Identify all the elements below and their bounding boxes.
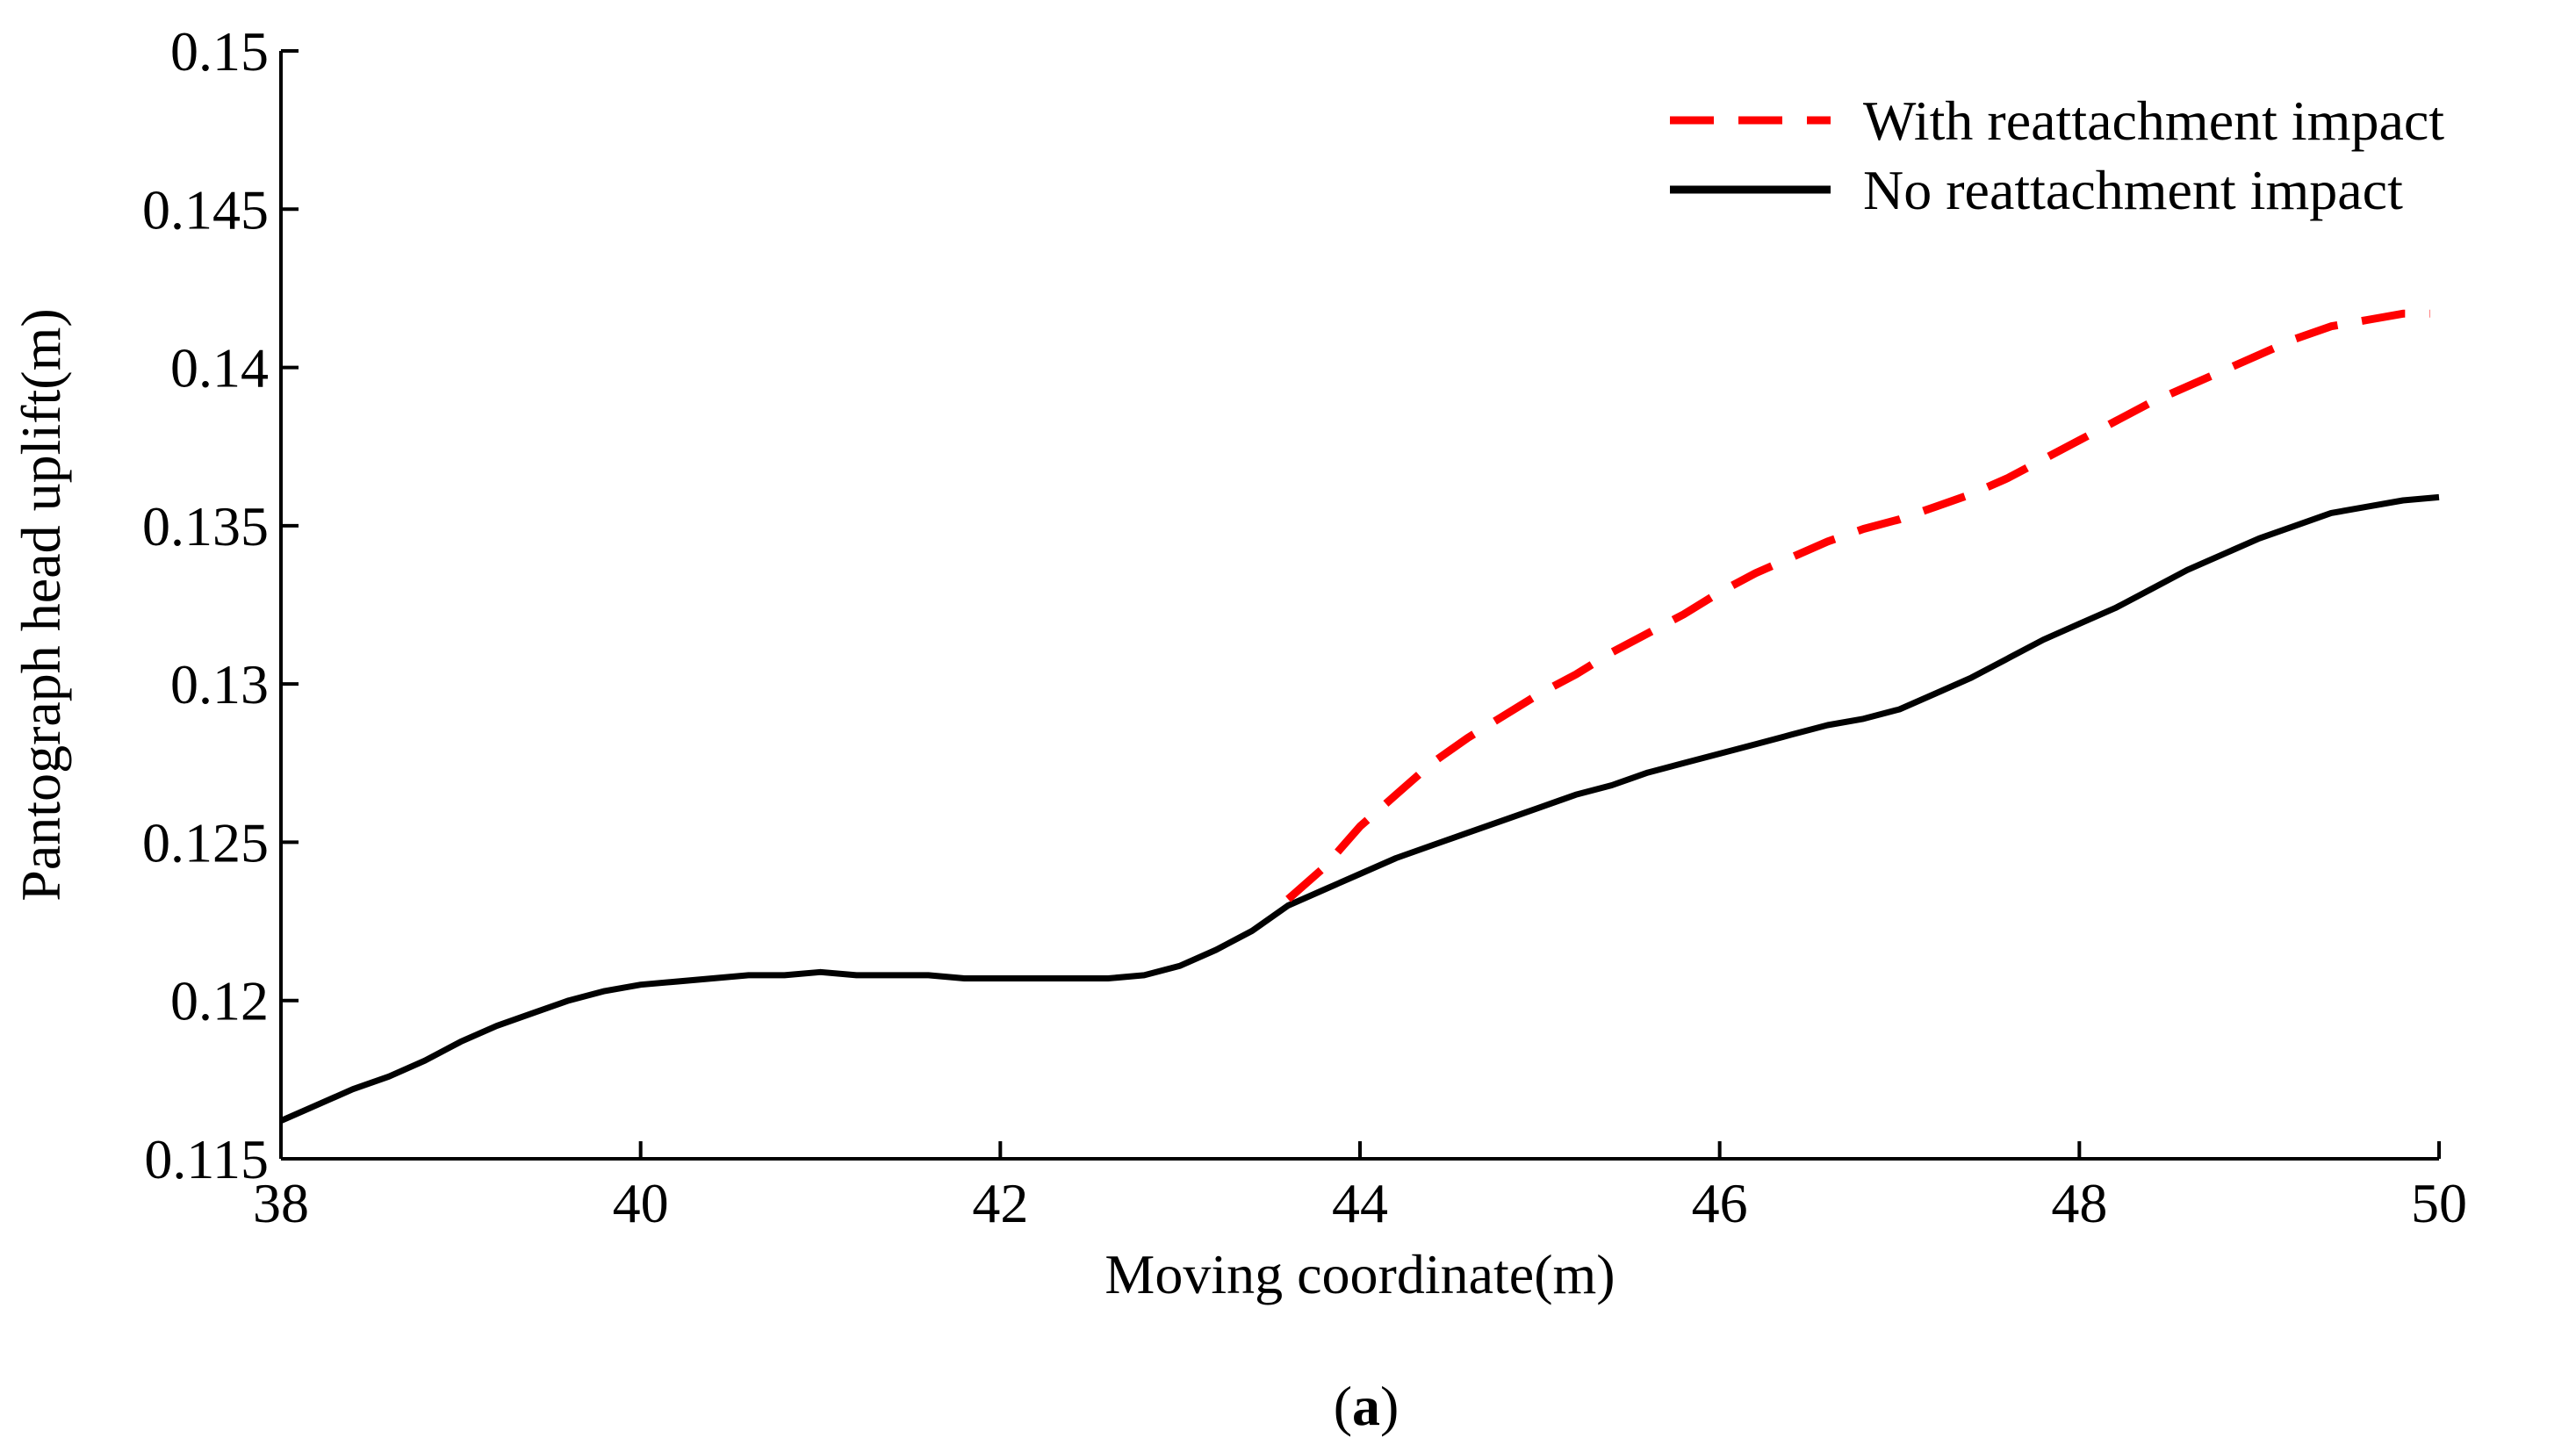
x-tick-label: 38 xyxy=(253,1172,309,1234)
y-axis-title: Pantograph head uplift(m) xyxy=(10,308,72,901)
x-tick-label: 50 xyxy=(2411,1172,2467,1234)
y-ticks: 0.115 0.12 0.125 0.13 0.135 0.14 0.145 0.15 xyxy=(142,20,299,1190)
legend-label-with-reattachment: With reattachment impact xyxy=(1863,90,2444,152)
x-tick-label: 48 xyxy=(2051,1172,2107,1234)
y-tick-label: 0.14 xyxy=(170,337,269,399)
series-line-no-reattachment xyxy=(279,493,2440,1124)
legend: With reattachment impact No reattachment… xyxy=(1670,90,2444,221)
y-tick-label: 0.145 xyxy=(142,178,269,241)
legend-label-no-reattachment: No reattachment impact xyxy=(1863,159,2403,221)
series-layer xyxy=(279,309,2440,1124)
x-tick-label: 44 xyxy=(1332,1172,1388,1234)
x-tick-label: 40 xyxy=(613,1172,669,1234)
caption-letter: a xyxy=(1352,1375,1380,1437)
x-tick-label: 46 xyxy=(1692,1172,1748,1234)
x-tick-label: 42 xyxy=(972,1172,1028,1234)
y-tick-label: 0.135 xyxy=(142,495,269,557)
plot-area: 38 40 42 44 46 48 50 0.1150.120.1250.130.1350.… xyxy=(142,20,2467,1234)
y-tick-label: 0.115 xyxy=(144,1128,269,1190)
figure-caption: (a) xyxy=(1334,1375,1400,1437)
caption-close-paren: ) xyxy=(1380,1375,1399,1437)
y-tick-label: 0.15 xyxy=(170,20,269,83)
series-line-with-reattachment xyxy=(1285,309,2430,902)
y-tick-label: 0.125 xyxy=(142,811,269,873)
y-tick-label: 0.13 xyxy=(170,653,269,715)
x-ticks: 38 40 42 44 46 48 50 xyxy=(253,1141,2467,1234)
y-tick-label: 0.12 xyxy=(170,970,269,1032)
x-axis-title: Moving coordinate(m) xyxy=(1105,1243,1615,1305)
caption-open-paren: ( xyxy=(1334,1375,1352,1437)
